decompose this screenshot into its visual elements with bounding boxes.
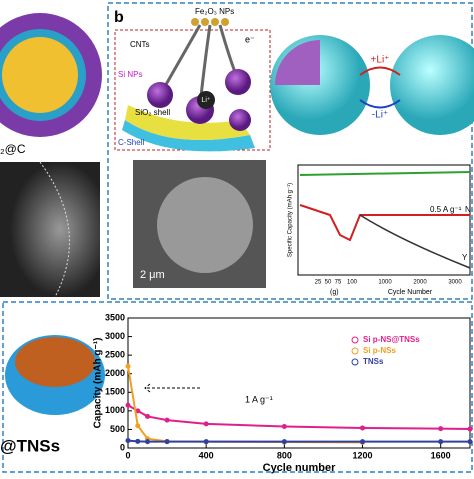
data-point xyxy=(164,439,170,445)
sem-image: 2 μm xyxy=(133,160,266,288)
legend-label: TNSs xyxy=(363,357,384,366)
caption: ₂@C xyxy=(0,142,26,156)
label: Fe₂O₃ NPs xyxy=(195,7,234,16)
data-point xyxy=(360,439,366,445)
annotation: 1 A g⁻¹ xyxy=(245,394,273,404)
label: N xyxy=(465,205,471,214)
label: SiO₂ shell xyxy=(135,108,170,117)
label: Si NPs xyxy=(118,70,142,79)
reaction: +Li⁺ -Li⁺ xyxy=(270,35,474,135)
data-point xyxy=(164,417,170,423)
data-point xyxy=(125,438,131,444)
data-point xyxy=(125,402,131,408)
y-tick-label: 500 xyxy=(110,424,125,434)
x-tick-label: 400 xyxy=(199,450,214,460)
data-point xyxy=(203,421,209,427)
label: C-Shell xyxy=(118,138,144,147)
y-tick-label: 3000 xyxy=(105,331,125,341)
x-tick-label: 800 xyxy=(277,450,292,460)
y-tick-label: 1000 xyxy=(105,405,125,415)
scale-bar: 2 μm xyxy=(140,269,165,281)
y-tick-label: 3500 xyxy=(105,312,125,322)
data-point xyxy=(467,439,473,445)
plot-area xyxy=(127,317,471,449)
label: 0.5 A g⁻¹ xyxy=(430,205,462,214)
label: e⁻ xyxy=(245,34,255,44)
panel-a: ₂@C xyxy=(0,13,102,298)
axis-label: Cycle Number xyxy=(388,289,433,296)
label: -Li⁺ xyxy=(372,110,388,121)
label: +Li⁺ xyxy=(371,55,390,66)
data-point xyxy=(467,426,473,432)
legend-marker xyxy=(351,347,359,355)
data-point xyxy=(135,438,141,444)
tick-label: 50 xyxy=(325,280,332,286)
data-point xyxy=(145,439,151,445)
tick-label: 3000 xyxy=(448,280,462,286)
schematic: Fe₂O₃ NPs CNTs e⁻ Li⁺ Si NPs SiO₂ shell … xyxy=(114,7,271,152)
data-point xyxy=(438,426,444,432)
tick-label: 25 xyxy=(315,280,322,286)
inset-chart: Specific Capacity (mAh g⁻¹) Cycle Number… xyxy=(288,164,471,296)
tick-label: 2000 xyxy=(413,280,427,286)
legend-label: Si p-NSs xyxy=(363,346,396,355)
y-tick-label: 0 xyxy=(120,442,125,452)
data-point xyxy=(281,439,287,445)
data-point xyxy=(125,363,131,369)
series-line xyxy=(127,439,470,443)
axis-label: Specific Capacity (mAh g⁻¹) xyxy=(288,183,294,257)
data-point xyxy=(438,439,444,445)
y-axis-label: Capacity (mAh g⁻¹) xyxy=(93,338,104,429)
data-point xyxy=(135,423,141,429)
series-line xyxy=(127,404,471,431)
panel-label: b xyxy=(114,9,124,26)
legend-marker xyxy=(351,336,359,344)
tick-label: 100 xyxy=(347,280,358,286)
caption: @TNSs xyxy=(0,436,60,455)
label: CNTs xyxy=(130,40,150,49)
data-point xyxy=(203,439,209,445)
arrow xyxy=(144,383,200,393)
label: Y xyxy=(462,253,468,262)
label: (g) xyxy=(330,289,339,296)
tick-label: 75 xyxy=(335,280,342,286)
x-axis-label: Cycle number xyxy=(263,462,336,474)
x-tick-label: 1200 xyxy=(352,450,372,460)
data-point xyxy=(281,423,287,429)
tick-label: 1000 xyxy=(378,280,392,286)
legend-label: Si p-NS@TNSs xyxy=(363,335,420,344)
data-point xyxy=(360,425,366,431)
y-tick-label: 2000 xyxy=(105,368,125,378)
x-tick-label: 0 xyxy=(125,450,130,460)
label: Li⁺ xyxy=(201,97,210,104)
x-tick-label: 1600 xyxy=(431,450,451,460)
data-point xyxy=(145,413,151,419)
capacity-chart: 0 500 1000 1500 2000 2500 3000 3500 0 400 800 1200 1… xyxy=(93,312,473,474)
y-tick-label: 1500 xyxy=(105,387,125,397)
tns-image: @TNSs xyxy=(0,335,105,455)
y-tick-label: 2500 xyxy=(105,350,125,360)
legend-marker xyxy=(351,358,359,366)
